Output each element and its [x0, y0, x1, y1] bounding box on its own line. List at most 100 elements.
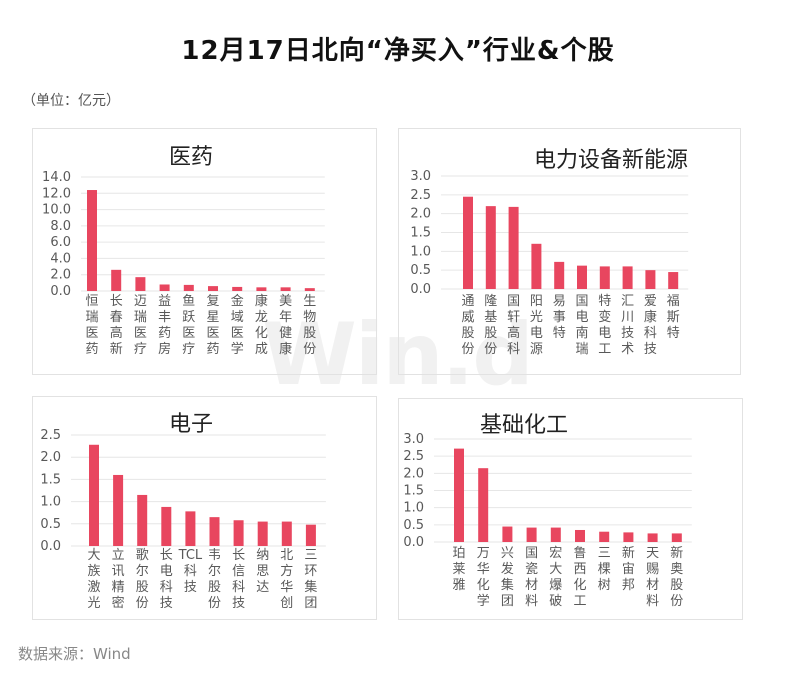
page-title: 12月17日北向“净买入”行业&个股 — [181, 36, 615, 66]
bar — [485, 206, 496, 289]
category-label: 长电科技 — [160, 548, 173, 611]
category-label: 隆基股份 — [484, 294, 497, 357]
y-tick-label: 2.0 — [40, 450, 61, 465]
bar — [668, 272, 679, 289]
chart-title: 电子 — [169, 412, 213, 437]
category-label: 阳光电源 — [530, 294, 543, 357]
y-tick-label: 12.0 — [42, 186, 71, 201]
y-tick-label: 3.0 — [410, 169, 431, 184]
chart-svg-basic-chemicals: 基础化工 0.0 0.5 1.0 1.5 2.0 2.5 3.0 珀莱雅万华化学兴发集团国瓷材料… — [403, 413, 692, 609]
category-label: 康龙化成 — [255, 293, 268, 357]
bar — [185, 511, 196, 546]
bar — [87, 190, 97, 291]
category-label: 兴发集团 — [501, 546, 514, 609]
y-tick-label: 0.5 — [403, 518, 424, 533]
y-tick-label: 4.0 — [50, 251, 71, 266]
category-label: 通威股份 — [461, 294, 474, 357]
category-label: 国轩高科 — [507, 294, 520, 357]
category-label: 长春高新 — [110, 294, 123, 357]
unit-label: （单位：亿元） — [22, 93, 120, 109]
category-label: 纳思达 — [256, 548, 269, 595]
bar — [502, 526, 513, 542]
bar — [575, 529, 585, 542]
bar — [526, 527, 537, 542]
bar — [623, 532, 634, 542]
bar — [554, 261, 565, 289]
category-label: 天赐材料 — [646, 546, 659, 609]
category-label: 复星医药 — [206, 294, 219, 357]
category-label: 国瓷材料 — [525, 546, 538, 609]
bar — [577, 265, 587, 289]
category-label: 国电南瑞 — [575, 294, 588, 357]
y-tick-label: 3.0 — [403, 432, 424, 447]
bar — [531, 243, 542, 289]
bar — [159, 284, 170, 291]
bar — [256, 287, 267, 291]
bar — [647, 533, 658, 542]
category-label: 长信科技 — [232, 548, 245, 611]
bar — [89, 444, 99, 546]
category-label: 金域医学 — [231, 293, 244, 357]
bar — [478, 468, 489, 542]
y-tick-label: 0.0 — [50, 284, 71, 299]
chart-svg-power-equipment: 电力设备新能源 0.0 0.5 1.0 1.5 2.0 2.5 3.0 通威股份隆基股份国轩高科… — [410, 148, 689, 357]
bar — [208, 286, 218, 291]
bar — [508, 206, 519, 289]
category-label: 新奥股份 — [670, 545, 683, 609]
chart-panel-power-equipment: 电力设备新能源 0.0 0.5 1.0 1.5 2.0 2.5 3.0 通威股份 隆基股份 国轩高科… — [398, 128, 741, 375]
category-label: 万华化学 — [477, 546, 490, 609]
category-label: 汇川技术 — [621, 294, 634, 357]
bar — [137, 494, 148, 546]
chart-panel-electronics: 电子 0.0 0.5 1.0 1.5 2.0 2.5 大族激光 立讯精密 歌尔股份 长电科技 TCL 科… — [32, 396, 377, 620]
source-label: 数据来源：Wind — [18, 645, 131, 663]
category-label: 福斯特 — [667, 294, 680, 341]
bar — [113, 474, 124, 546]
bar — [463, 196, 473, 289]
y-tick-label: 1.0 — [410, 244, 431, 259]
y-tick-label: 0.0 — [410, 282, 431, 297]
y-tick-label: 1.5 — [403, 484, 424, 499]
y-tick-label: 2.0 — [403, 466, 424, 481]
category-label: 易事特 — [553, 294, 566, 341]
bar — [622, 266, 633, 289]
y-tick-label: 1.5 — [40, 472, 61, 487]
bar — [257, 521, 268, 546]
y-tick-label: 2.5 — [40, 428, 61, 443]
y-tick-label: 2.5 — [403, 449, 424, 464]
chart-title: 医药 — [169, 145, 213, 170]
y-tick-label: 0.5 — [410, 263, 431, 278]
category-label: 三环集团 — [304, 548, 317, 611]
bar — [671, 533, 682, 542]
chart-panel-pharma: 医药 0.0 2.0 4.0 6.0 8.0 10.0 12.0 14.0 恒瑞医药 长春高新 迈瑞医… — [32, 128, 377, 375]
category-label: TCL 科技 — [178, 548, 203, 595]
category-label: 恒瑞医药 — [85, 294, 98, 357]
y-tick-label: 10.0 — [42, 203, 71, 218]
category-label: 鲁西化工 — [573, 546, 586, 609]
chart-svg-pharma: 医药 0.02.0 4.06.08.010.0 12.014.0 恒瑞医药长春高新迈瑞医… — [42, 145, 325, 357]
y-tick-label: 1.5 — [410, 226, 431, 241]
category-label: 歌尔股份 — [136, 548, 149, 611]
bar — [161, 506, 172, 546]
bar — [209, 517, 220, 546]
y-tick-label: 2.5 — [410, 188, 431, 203]
watermark-text: Win.d — [262, 305, 534, 405]
y-tick-label: 2.0 — [50, 268, 71, 283]
bar — [550, 527, 561, 542]
bar — [111, 269, 122, 291]
y-tick-label: 14.0 — [42, 170, 71, 185]
bar — [304, 288, 315, 291]
category-label: 生物股份 — [303, 294, 316, 357]
category-label: 美年健康 — [279, 294, 292, 357]
category-label: 迈瑞医疗 — [134, 294, 147, 357]
category-label: 益丰药房 — [158, 294, 171, 357]
category-label: 大族激光 — [87, 548, 100, 611]
y-tick-label: 8.0 — [50, 219, 71, 234]
category-label: 三棵树 — [598, 546, 611, 593]
y-tick-label: 6.0 — [50, 235, 71, 250]
bar — [305, 524, 316, 546]
category-label: 韦尔股份 — [208, 548, 221, 611]
category-label: 宏大爆破 — [549, 546, 562, 609]
category-label: 新宙邦 — [622, 545, 635, 593]
chart-title: 电力设备新能源 — [534, 148, 688, 173]
